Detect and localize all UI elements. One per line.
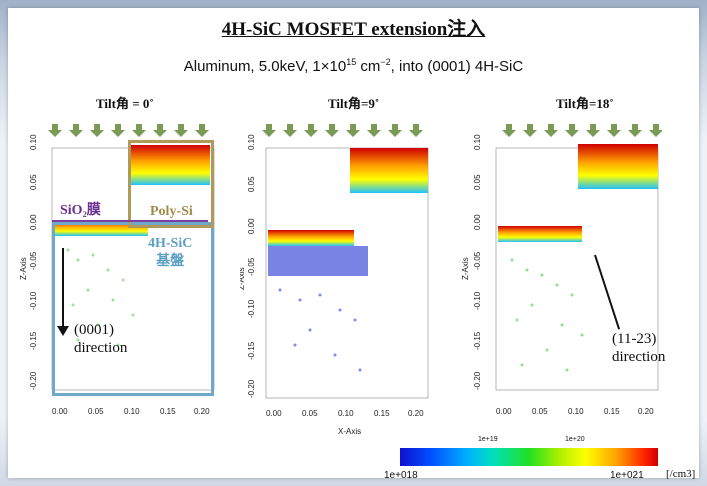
x-tick: 0.00 <box>52 407 68 416</box>
x-tick: 0.20 <box>638 407 654 416</box>
tilt-label-18: Tilt角=18˚ <box>556 96 614 111</box>
z-tick: -0.15 <box>473 331 482 350</box>
subtitle: Aluminum, 5.0keV, 1×1015 cm−2, into (000… <box>0 57 707 75</box>
z-tick: -0.10 <box>473 291 482 310</box>
arrows-row <box>48 124 209 137</box>
x-tick: 0.20 <box>408 409 424 418</box>
poly-box <box>128 140 214 228</box>
x-tick: 0.00 <box>496 407 512 416</box>
colorbar-unit: [/cm3] <box>666 468 696 480</box>
direction-1123-label: (11-23) direction <box>612 330 665 366</box>
z-tick: 0.05 <box>29 174 38 190</box>
direction-0001-line2: direction <box>74 340 128 356</box>
z-tick: 0.10 <box>247 134 256 150</box>
x-tick: 0.15 <box>604 407 620 416</box>
x-tick: 0.05 <box>532 407 548 416</box>
z-ticks: 0.10 0.05 0.00 -0.05 -0.10 -0.15 -0.20 <box>29 134 38 390</box>
z-tick: -0.15 <box>29 331 38 350</box>
x-tick: 0.15 <box>374 409 390 418</box>
colorbar <box>400 448 658 466</box>
colorbar-max: 1e+021 <box>610 470 644 481</box>
subtitle-tail: , into (0001) 4H-SiC <box>390 58 524 75</box>
z-tick: -0.20 <box>473 371 482 390</box>
poly-label: Poly-Si <box>150 204 193 219</box>
substrate-box <box>52 222 214 396</box>
z-tick: 0.00 <box>473 214 482 230</box>
z-tick: -0.20 <box>29 371 38 390</box>
panel-tilt-9: Z-Axis 0.10 0.05 0.00 -0.05 -0.10 -0.15 … <box>240 124 429 436</box>
colorbar-mid1: 1e+19 <box>478 436 498 443</box>
subtitle-main: Aluminum, 5.0keV, 1×10 <box>183 58 347 75</box>
sio2-label: SiO₂膜 <box>60 203 101 218</box>
substrate-label-line2: 基盤 <box>156 254 185 269</box>
substrate-label-line1: 4H-SiC <box>148 236 193 251</box>
direction-arrow-0001 <box>62 248 64 330</box>
x-tick: 0.10 <box>338 409 354 418</box>
direction-0001-label: (0001) direction <box>74 321 127 357</box>
tilt-label-0: Tilt角 = 0˚ <box>96 96 154 111</box>
z-tick: -0.20 <box>247 379 256 398</box>
z-tick: 0.10 <box>473 134 482 150</box>
direction-1123-line1: (11-23) <box>612 331 657 347</box>
x-axis-label: X-Axis <box>338 427 361 436</box>
z-tick: -0.10 <box>29 291 38 310</box>
x-ticks: 0.00 0.05 0.10 0.15 0.20 <box>52 407 210 416</box>
x-tick: 0.05 <box>302 409 318 418</box>
colorbar-mid2: 1e+20 <box>565 436 585 443</box>
subtitle-exp: 15 <box>346 57 357 67</box>
z-tick: -0.05 <box>29 251 38 270</box>
substrate-label: 4H-SiC 基盤 <box>148 235 192 271</box>
x-tick: 0.10 <box>124 407 140 416</box>
z-axis-label: Z-Axis <box>240 267 246 290</box>
z-tick: 0.10 <box>29 134 38 150</box>
subtitle-unit-exp: −2 <box>380 57 391 67</box>
colorbar-min: 1e+018 <box>384 470 418 481</box>
page-title: 4H-SiC MOSFET extension注入 <box>221 19 486 40</box>
z-tick: 0.00 <box>247 218 256 234</box>
direction-arrow-0001-head <box>57 326 69 336</box>
z-tick: -0.15 <box>247 341 256 360</box>
z-tick: -0.05 <box>473 251 482 270</box>
sio2-line <box>52 220 208 222</box>
z-axis-label: Z-Axis <box>19 257 28 280</box>
z-tick: -0.05 <box>247 257 256 276</box>
z-tick: 0.00 <box>29 214 38 230</box>
z-axis-label: Z-Axis <box>462 257 470 280</box>
panel-tilt-0: Z-Axis 0.10 0.05 0.00 -0.05 -0.10 -0.15 … <box>19 124 215 416</box>
x-tick: 0.00 <box>266 409 282 418</box>
x-tick: 0.10 <box>568 407 584 416</box>
tilt-label-9: Tilt角=9˚ <box>328 96 380 111</box>
panel-tilt-18: Z-Axis 0.10 0.05 0.00 -0.05 -0.10 -0.15 … <box>462 124 662 416</box>
subtitle-unit: cm <box>356 58 381 75</box>
direction-1123-line2: direction <box>612 349 666 365</box>
z-tick: 0.05 <box>473 174 482 190</box>
z-tick: 0.05 <box>247 176 256 192</box>
x-tick: 0.20 <box>194 407 210 416</box>
x-tick: 0.05 <box>88 407 104 416</box>
direction-0001-line1: (0001) <box>74 322 114 338</box>
z-tick: -0.10 <box>247 299 256 318</box>
x-tick: 0.15 <box>160 407 176 416</box>
